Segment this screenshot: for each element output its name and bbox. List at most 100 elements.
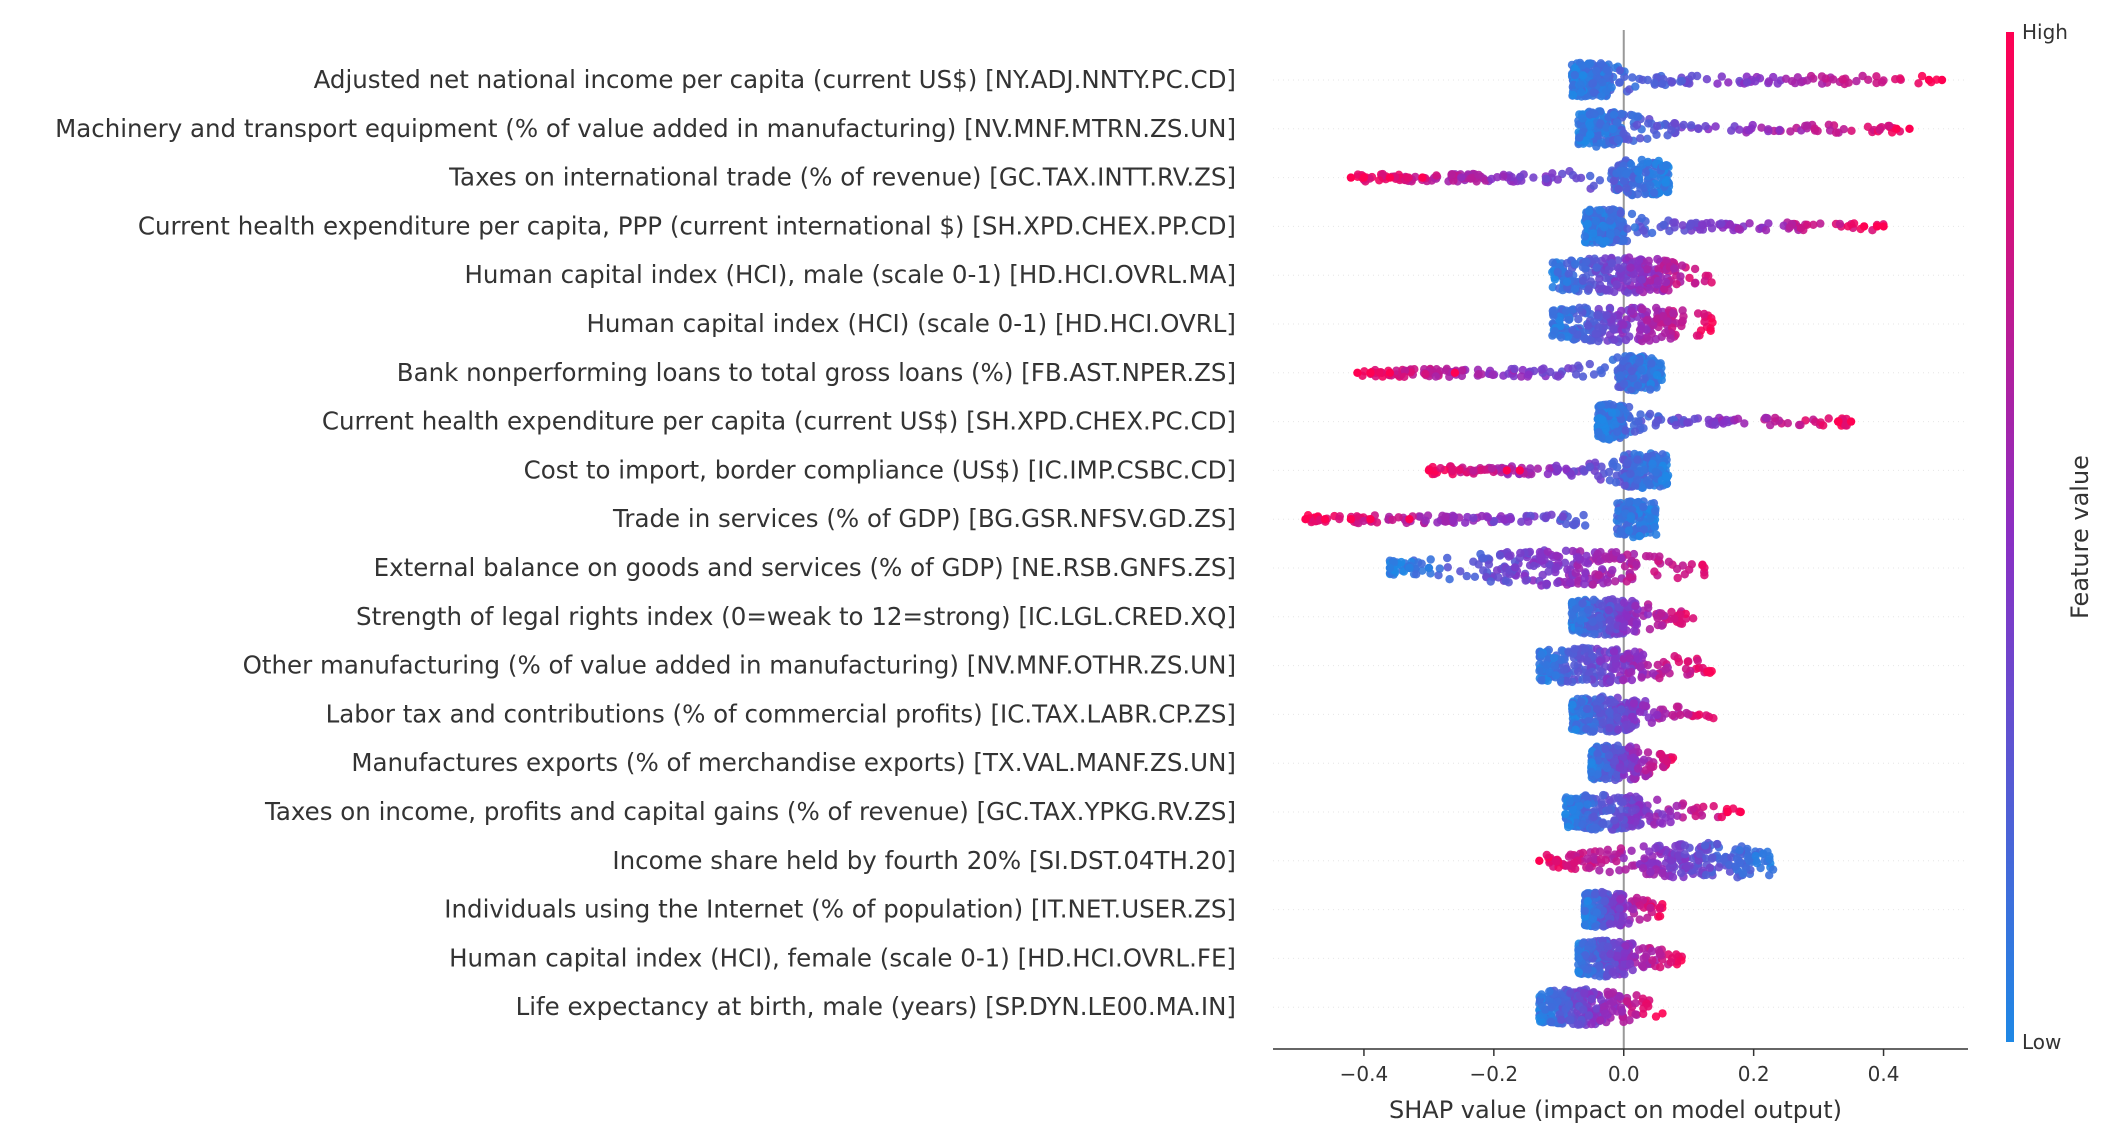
feature-11-point (1445, 575, 1454, 584)
feature-17-point (1640, 854, 1649, 863)
feature-18-point (1583, 897, 1592, 906)
feature-5-point (1626, 263, 1635, 272)
feature-13-point (1549, 653, 1559, 663)
feature-1-point (1650, 78, 1659, 88)
feature-6-point (1550, 327, 1560, 336)
feature-2-point (1839, 125, 1849, 134)
feature-7-point (1637, 365, 1646, 374)
feature-17-point (1595, 866, 1604, 875)
feature-12-point (1667, 607, 1676, 617)
feature-10-point (1441, 512, 1450, 521)
feature-points-18 (1580, 887, 1667, 931)
feature-2-outlier (1892, 124, 1901, 133)
feature-9-outlier (1424, 466, 1434, 475)
feature-6-point (1652, 303, 1661, 313)
feature-7-point (1441, 366, 1451, 375)
feature-16-point (1583, 800, 1592, 809)
feature-2-point (1667, 125, 1676, 135)
feature-14-point (1582, 724, 1591, 734)
feature-points-13 (1535, 643, 1716, 688)
feature-4-point (1589, 229, 1598, 238)
feature-17-point (1708, 853, 1717, 862)
feature-17-point (1725, 860, 1734, 870)
feature-18-point (1618, 916, 1627, 926)
feature-7-point (1578, 372, 1588, 381)
feature-12-point (1620, 598, 1629, 607)
feature-9-point (1613, 462, 1622, 472)
feature-17-point (1680, 850, 1690, 859)
feature-1-point (1872, 78, 1881, 88)
feature-2-point (1643, 134, 1652, 143)
feature-1-point (1829, 75, 1838, 84)
feature-10-outlier (1301, 515, 1310, 524)
feature-6-point (1568, 325, 1577, 335)
feature-18-point (1629, 904, 1638, 914)
feature-11-point (1484, 560, 1494, 569)
feature-10-point (1562, 519, 1571, 529)
feature-16-point (1583, 793, 1593, 803)
feature-2-point (1578, 114, 1587, 123)
feature-7-point (1635, 357, 1644, 367)
feature-6-point (1568, 305, 1578, 314)
feature-12-point (1643, 610, 1653, 619)
feature-5-point (1571, 259, 1580, 269)
feature-4-outlier (1872, 222, 1882, 231)
feature-4-point (1637, 213, 1646, 223)
feature-points-4 (1580, 205, 1888, 248)
feature-3-point (1548, 169, 1557, 178)
feature-1-point (1872, 72, 1881, 81)
feature-17-point (1719, 855, 1729, 864)
feature-11-point (1479, 566, 1488, 575)
feature-14-point (1622, 720, 1631, 730)
feature-3-point (1622, 169, 1631, 179)
feature-1-point (1717, 72, 1727, 81)
feature-9-point (1594, 472, 1603, 481)
feature-4-point (1796, 224, 1806, 233)
feature-17-point (1743, 844, 1752, 854)
feature-6-point (1593, 310, 1602, 320)
feature-6-point (1563, 332, 1573, 341)
feature-4-point (1816, 219, 1825, 228)
feature-2-point (1590, 109, 1599, 119)
feature-8-point (1598, 415, 1607, 424)
feature-11-point (1588, 580, 1598, 589)
feature-7-point (1639, 375, 1648, 384)
feature-7-point (1510, 364, 1519, 374)
feature-11-point (1469, 557, 1478, 566)
feature-16-point (1651, 812, 1660, 821)
feature-16-point (1565, 797, 1574, 806)
feature-13-point (1683, 657, 1692, 666)
feature-6-point (1617, 306, 1626, 316)
feature-13-point (1550, 661, 1559, 670)
feature-3-point (1641, 168, 1650, 177)
feature-4-point (1595, 236, 1604, 245)
feature-5-point (1615, 264, 1624, 273)
feature-7-point (1597, 368, 1606, 378)
feature-6-point (1627, 306, 1636, 315)
feature-17-point (1590, 855, 1599, 864)
feature-14-point (1695, 710, 1704, 719)
feature-4-point (1717, 219, 1726, 228)
feature-2-point (1701, 122, 1710, 131)
feature-17-point (1542, 850, 1552, 860)
feature-4-point (1627, 209, 1637, 219)
feature-2-point (1786, 127, 1795, 136)
feature-13-point (1573, 667, 1583, 676)
feature-13-point (1570, 644, 1579, 654)
feature-11-point (1501, 576, 1510, 585)
feature-14-point (1613, 713, 1622, 722)
feature-10-point (1651, 506, 1660, 516)
feature-8-point (1770, 413, 1780, 423)
feature-17-point (1676, 868, 1686, 878)
feature-17-point (1694, 856, 1703, 865)
feature-18-point (1590, 890, 1600, 899)
feature-11-outlier (1385, 563, 1395, 573)
feature-4-point (1669, 218, 1678, 227)
feature-19-point (1610, 959, 1619, 968)
feature-7-outlier (1366, 368, 1375, 377)
feature-3-point (1467, 173, 1477, 182)
feature-11-point (1623, 550, 1632, 559)
feature-6-point (1669, 309, 1678, 318)
feature-8-point (1762, 413, 1771, 423)
feature-14-point (1676, 710, 1685, 720)
